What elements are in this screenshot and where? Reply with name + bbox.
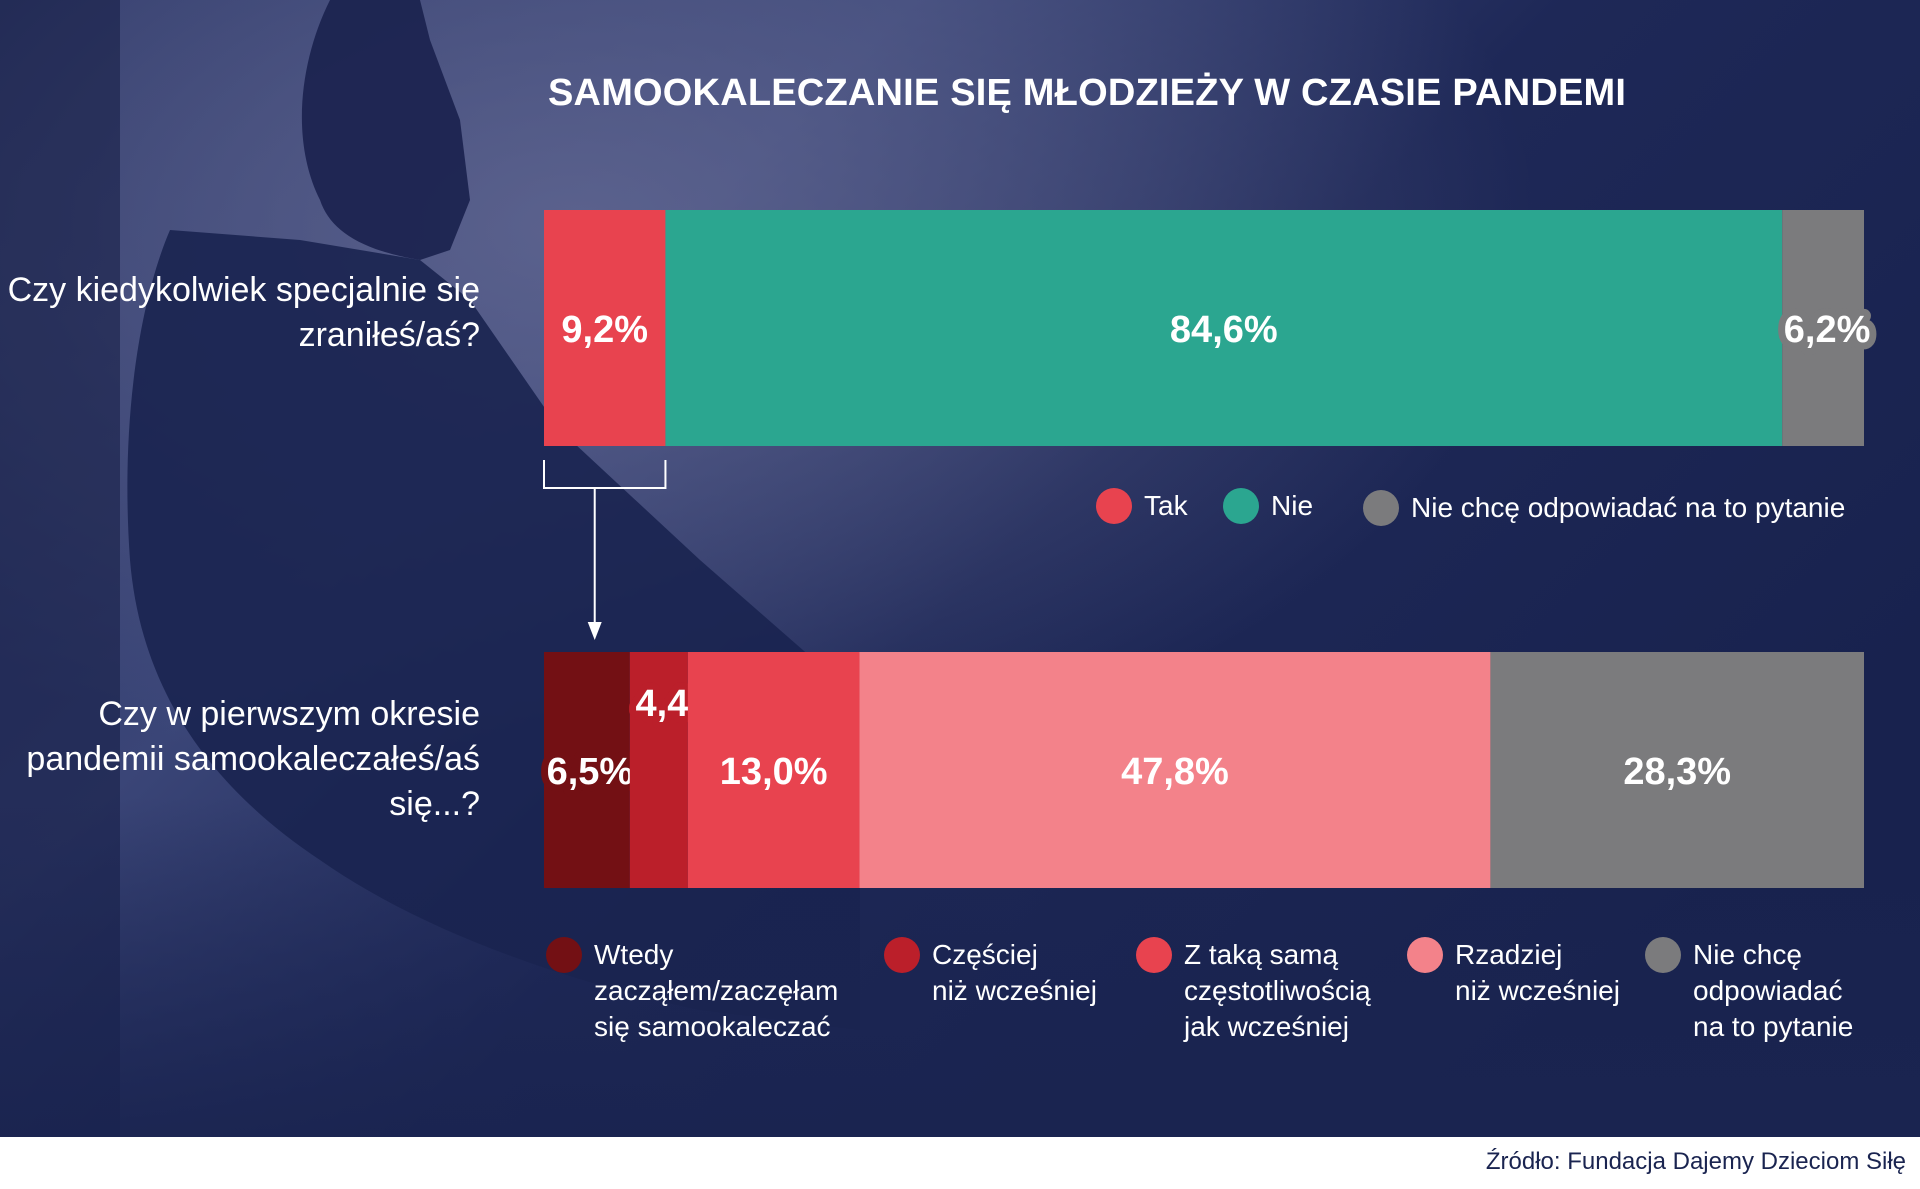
legend2-item-2: Częściej niż wcześniej — [884, 937, 1097, 1009]
bar-question-1: 9,2% 84,6% 6,2% — [544, 210, 1877, 446]
legend1-label-2: Nie — [1271, 490, 1314, 521]
legend2-item-1: Wtedy zacząłem/zaczęłam się samookaleczać — [546, 937, 838, 1045]
legend2-label-5: Nie chcę odpowiadać na to pytanie — [1693, 939, 1854, 1042]
background-photo — [0, 0, 1920, 1137]
bar1-value-label-2: 84,6% — [1170, 309, 1278, 351]
bar2-segment-4 — [859, 652, 1491, 888]
legend2-label-4: Rzadziej niż wcześniej — [1455, 939, 1620, 1006]
bar2-segment-2 — [629, 652, 688, 888]
legend2-label-2: Częściej niż wcześniej — [932, 939, 1097, 1006]
subset-connector — [543, 460, 667, 640]
legend2-label-1: Wtedy zacząłem/zaczęłam się samookaleczać — [594, 939, 839, 1042]
bar1-segment-1 — [544, 210, 666, 446]
bar-question-2: 6,5%4,4%13,0% 47,8% 28,3% — [540, 652, 1864, 888]
bar2-value-label-1: 6,5% — [547, 751, 634, 793]
subset-arrow-head — [587, 622, 602, 640]
bar2-segment-5 — [1490, 652, 1864, 888]
bar1-segment-2 — [665, 210, 1783, 446]
bar1-value-label-1: 9,2% — [561, 309, 648, 351]
bar2-value-label-3: 13,0% — [720, 751, 828, 793]
legend1-item-2: Nie — [1223, 488, 1313, 524]
question-1: Czy kiedykolwiek specjalnie się zraniłeś… — [7, 271, 480, 354]
bar2-segment-1 — [544, 652, 630, 888]
legend2-swatch-1 — [546, 937, 582, 973]
legend1-swatch-1 — [1096, 488, 1132, 524]
legend1-swatch-2 — [1223, 488, 1259, 524]
bar1-segment-3 — [1782, 210, 1864, 446]
bar2-value-label-4: 47,8% — [1121, 751, 1229, 793]
bar1-value-label-3: 6,2% — [1784, 309, 1871, 351]
question-2: Czy w pierwszym okresie pandemii samooka… — [26, 695, 480, 823]
legend2-label-3: Z taką samą częstotliwością jak wcześniej — [1184, 939, 1371, 1042]
legend1-item-1: Tak — [1096, 488, 1188, 524]
legend2-swatch-2 — [884, 937, 920, 973]
infographic: SAMOOKALECZANIE SIĘ MŁODZIEŻY W CZASIE P… — [0, 0, 1920, 1137]
legend1-label-3: Nie chcę odpowiadać na to pytanie — [1411, 492, 1846, 523]
legend2-swatch-3 — [1136, 937, 1172, 973]
chart-title: SAMOOKALECZANIE SIĘ MŁODZIEŻY W CZASIE P… — [548, 72, 1627, 114]
legend2-item-3: Z taką samą częstotliwością jak wcześniej — [1136, 937, 1371, 1045]
legend2-item-4: Rzadziej niż wcześniej — [1407, 937, 1620, 1009]
bar2-segment-3 — [687, 652, 860, 888]
legend2-item-5: Nie chcę odpowiadać na to pytanie — [1645, 937, 1853, 1045]
legend2-swatch-5 — [1645, 937, 1681, 973]
legend1-swatch-3 — [1363, 490, 1399, 526]
legend1-item-3: Nie chcę odpowiadać na to pytanie — [1363, 490, 1845, 526]
source-note: Źródło: Fundacja Dajemy Dzieciom Siłę — [1485, 1148, 1906, 1175]
subset-bracket — [543, 460, 667, 489]
stacked-bars: 9,2% 84,6% 6,2% 6,5%4,4%13,0% 47,8% 28,3% — [540, 210, 1877, 888]
legend1-label-1: Tak — [1144, 490, 1188, 521]
bar2-value-label-5: 28,3% — [1623, 751, 1731, 793]
legend2-swatch-4 — [1407, 937, 1443, 973]
